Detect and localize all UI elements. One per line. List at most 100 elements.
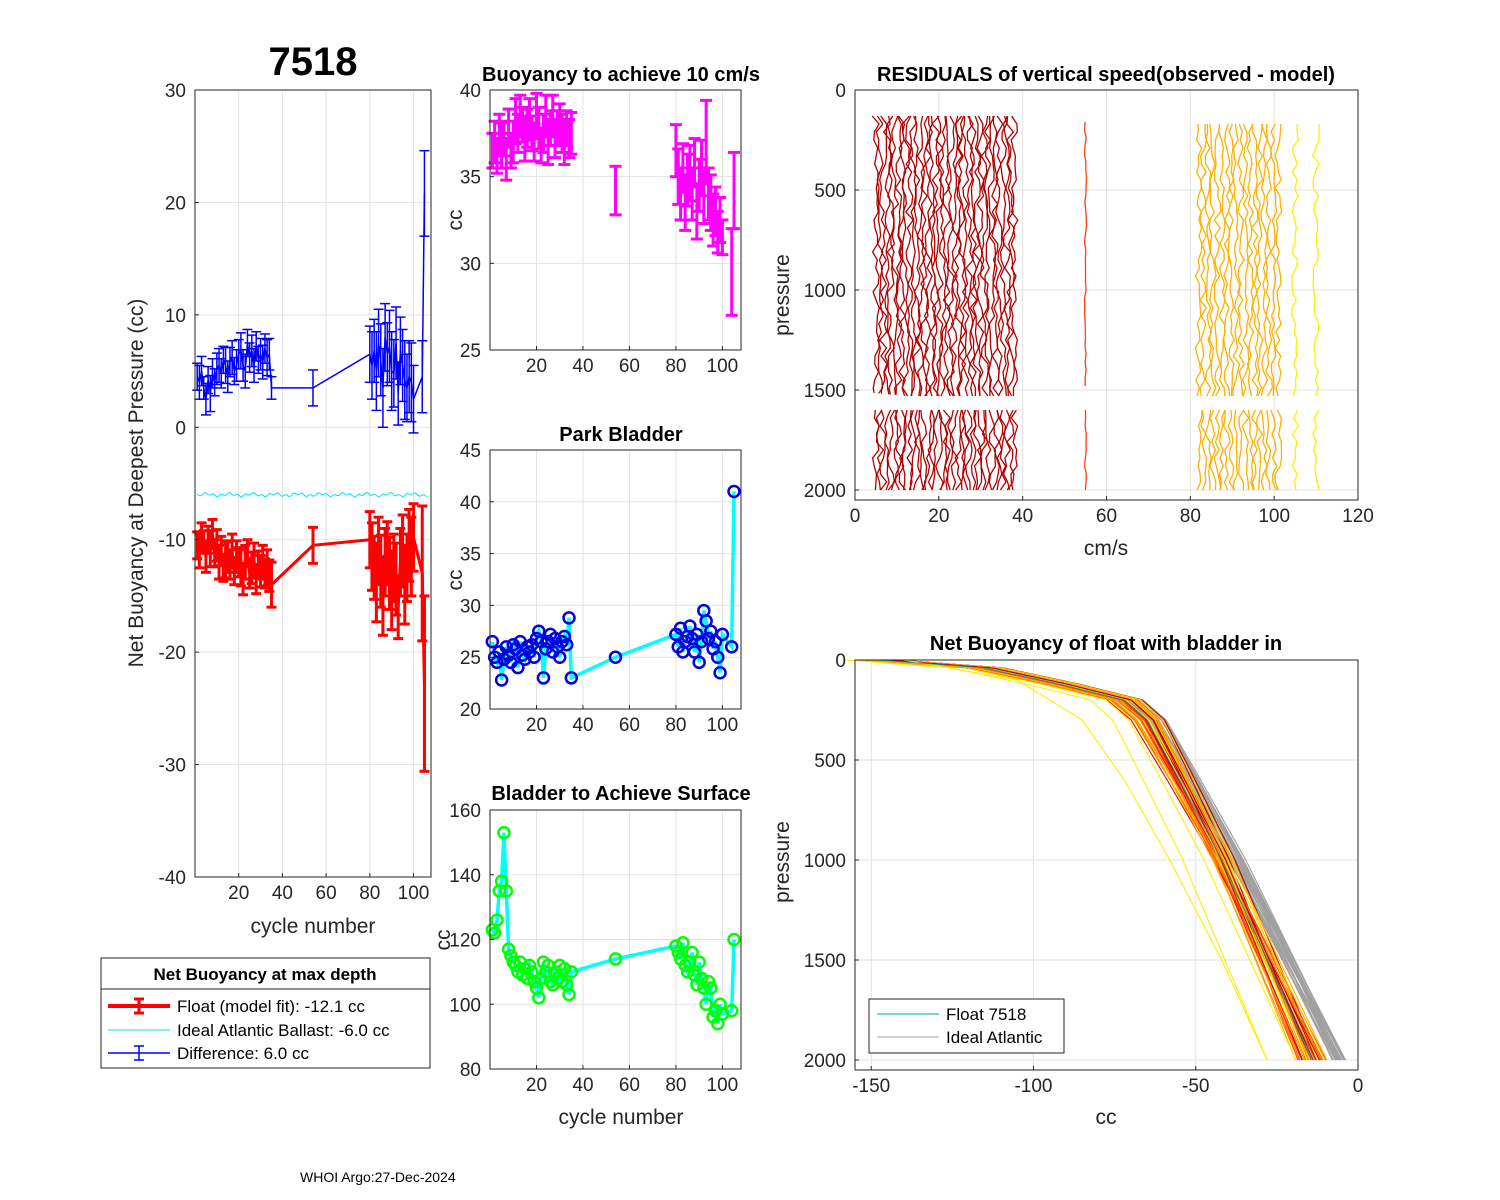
buoyancy-10cms-ticks: 20 40 60 80 100 25 30 35 40 xyxy=(460,81,738,377)
y-tick-label: -20 xyxy=(159,643,186,664)
y-tick-label: 80 xyxy=(460,1060,481,1081)
residual-trace xyxy=(882,115,892,397)
legend-float-label: Float (model fit): -12.1 cc xyxy=(177,997,366,1016)
x-tick-label: -150 xyxy=(852,1076,890,1097)
bladder-surface-point xyxy=(564,965,579,979)
residual-trace xyxy=(875,115,884,397)
residual-trace xyxy=(931,115,940,397)
residual-trace xyxy=(906,409,914,491)
park-bladder-point xyxy=(724,640,739,654)
x-tick-label: 80 xyxy=(665,715,686,736)
buoyancy-10cms-title: Buoyancy to achieve 10 cm/s xyxy=(482,64,760,86)
residual-trace xyxy=(890,115,900,397)
x-tick-label: 20 xyxy=(526,1075,547,1096)
residual-trace xyxy=(909,409,917,491)
residual-trace xyxy=(938,115,948,397)
residual-trace xyxy=(898,409,907,491)
y-tick-label: -30 xyxy=(159,756,186,777)
bladder-surface-point xyxy=(724,1003,739,1018)
residual-trace xyxy=(1260,409,1269,491)
x-tick-label: 40 xyxy=(1012,506,1033,527)
residual-trace xyxy=(965,409,973,491)
residual-trace xyxy=(1227,409,1236,491)
y-tick-label: 0 xyxy=(835,651,846,672)
bladder-surface-point xyxy=(685,945,699,960)
park-bladder-point xyxy=(559,638,574,652)
x-tick-label: 100 xyxy=(398,883,430,904)
residual-trace xyxy=(961,115,970,397)
residual-trace xyxy=(935,115,944,397)
residual-trace xyxy=(938,409,948,491)
y-tick-label: 0 xyxy=(835,81,846,102)
residual-trace xyxy=(1312,409,1320,491)
x-tick-label: 40 xyxy=(572,1075,593,1096)
residual-trace xyxy=(988,409,997,491)
residual-trace xyxy=(909,115,918,397)
legend-entry-ideal: Ideal Atlantic Ballast: -6.0 cc xyxy=(108,1021,390,1040)
y-tick-label: 20 xyxy=(460,700,481,721)
y-tick-label: 140 xyxy=(449,866,481,887)
y-tick-label: 25 xyxy=(460,648,481,669)
net-buoyancy-marks xyxy=(192,149,430,773)
residual-trace xyxy=(890,409,899,491)
residual-trace xyxy=(980,409,989,491)
residual-trace xyxy=(1204,409,1212,491)
bladder-surface-point xyxy=(562,987,576,1002)
park-bladder-frame xyxy=(489,449,742,710)
residual-trace xyxy=(884,409,892,491)
residual-trace xyxy=(916,115,926,397)
residual-trace xyxy=(1238,409,1245,491)
residual-trace xyxy=(1083,121,1088,387)
residual-trace xyxy=(1270,409,1278,491)
profile-legend-box xyxy=(868,998,1065,1054)
residual-trace xyxy=(999,409,1007,491)
residual-trace xyxy=(1223,123,1231,397)
bladder-surface-point xyxy=(727,932,741,947)
residuals-ylabel: pressure xyxy=(771,254,794,336)
park-bladder-point xyxy=(608,650,623,664)
y-tick-label: 100 xyxy=(449,995,481,1016)
bladder-surface-point xyxy=(497,825,511,840)
bladder-surface-point xyxy=(501,942,516,956)
y-tick-label: 500 xyxy=(814,181,846,202)
residuals-title: RESIDUALS of vertical speed(observed - m… xyxy=(877,64,1335,86)
residual-trace xyxy=(1010,409,1019,491)
x-tick-label: 60 xyxy=(316,883,337,904)
x-tick-label: -100 xyxy=(1014,1076,1052,1097)
float-profile xyxy=(885,659,1314,1061)
bladder-surface-title: Bladder to Achieve Surface xyxy=(491,783,750,805)
y-tick-label: 1000 xyxy=(804,851,846,872)
y-tick-label: 2000 xyxy=(804,1051,846,1072)
residual-trace xyxy=(1227,123,1236,397)
x-tick-label: 100 xyxy=(707,356,739,377)
residual-trace xyxy=(1246,123,1255,397)
park-bladder-ticks: 20 40 60 80 100 20 25 30 35 40 45 xyxy=(460,441,738,736)
y-tick-label: 30 xyxy=(460,254,481,275)
residual-trace xyxy=(976,115,985,397)
residual-trace xyxy=(1002,115,1012,397)
residuals-panel: 0 20 40 60 80 100 120 0 500 1000 1500 2000 RESIDUAL… xyxy=(771,64,1374,560)
bladder-surface-point xyxy=(701,974,716,989)
x-tick-label: -50 xyxy=(1182,1076,1209,1097)
y-tick-label: 30 xyxy=(460,596,481,617)
residual-trace xyxy=(984,409,992,491)
y-tick-label: 120 xyxy=(449,931,481,952)
y-tick-label: 500 xyxy=(814,751,846,772)
buoyancy-profile-xlabel: cc xyxy=(1096,1106,1117,1129)
y-tick-label: 1500 xyxy=(804,951,846,972)
bladder-surface-point xyxy=(522,958,537,973)
residual-trace xyxy=(1218,409,1226,491)
x-tick-label: 100 xyxy=(1258,506,1290,527)
residual-trace xyxy=(1236,123,1245,397)
x-tick-label: 20 xyxy=(228,883,249,904)
buoyancy-profile-ticks: -150 -100 -50 0 0 500 1000 1500 2000 xyxy=(804,651,1364,1097)
residual-trace xyxy=(897,115,907,397)
residual-trace xyxy=(994,115,1004,397)
y-tick-label: 40 xyxy=(460,81,481,102)
park-bladder-point xyxy=(564,671,579,685)
y-tick-label: 30 xyxy=(165,81,186,102)
residual-trace xyxy=(1232,409,1238,491)
net-buoyancy-panel: 20 40 60 80 100 -40 -30 -20 -10 0 10 20 30 7518 cycl… xyxy=(125,40,432,938)
residual-trace xyxy=(886,409,896,491)
